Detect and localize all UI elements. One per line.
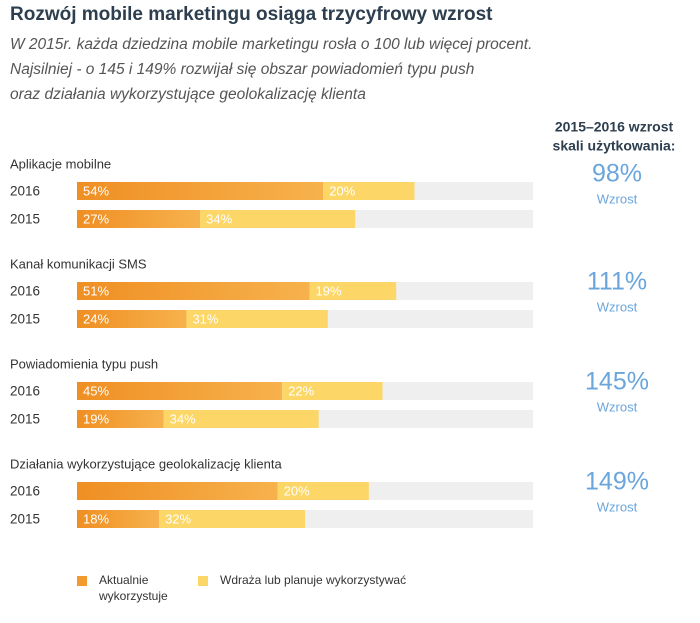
value-label: 27% [83, 211, 109, 226]
bar [309, 282, 397, 300]
value-label: 45% [83, 383, 109, 398]
subtitle: W 2015r. każda dziedzina mobile marketin… [10, 36, 532, 53]
growth-caption: Wzrost [597, 399, 638, 414]
value-label: 32% [165, 511, 191, 526]
value-label: 18% [83, 511, 109, 526]
row-label: 2016 [10, 384, 40, 399]
bar [77, 182, 324, 200]
subtitle: Najsilniej - o 145 i 149% rozwijał się o… [10, 61, 474, 78]
value-label: 24% [83, 311, 109, 326]
value-label: 34% [206, 211, 232, 226]
row-label: 2016 [10, 184, 40, 199]
bar [77, 410, 164, 428]
chart-title: Rozwój mobile marketingu osiąga trzycyfr… [10, 4, 493, 25]
legend-swatch [77, 576, 87, 586]
bar [77, 282, 310, 300]
bar [186, 310, 328, 328]
growth-caption: Wzrost [597, 499, 638, 514]
group-label: Kanał komunikacji SMS [10, 256, 147, 271]
bar [200, 210, 356, 228]
growth-value: 98% [592, 160, 642, 188]
growth-value: 149% [585, 468, 649, 496]
row-label: 2015 [10, 412, 40, 427]
bar [323, 182, 415, 200]
value-label: 31% [192, 311, 218, 326]
legend-label: Aktualnie wykorzystuje [99, 573, 168, 603]
value-label: 22% [288, 383, 314, 398]
growth-caption: Wzrost [597, 191, 638, 206]
bar [77, 382, 283, 400]
bar [77, 510, 160, 528]
bar [77, 210, 201, 228]
value-label: 51% [83, 283, 109, 298]
value-label: 19% [83, 411, 109, 426]
row-label: 2015 [10, 512, 40, 527]
side-header: 2015–2016 wzrost [555, 119, 674, 135]
side-header: skali użytkowania: [553, 138, 676, 154]
bar [277, 482, 369, 500]
growth-value: 111% [587, 268, 647, 296]
bar [77, 310, 187, 328]
bar [282, 382, 383, 400]
row-label: 2016 [10, 484, 40, 499]
bar [77, 482, 278, 500]
group-label: Aplikacje mobilne [10, 156, 111, 171]
bar [163, 410, 319, 428]
value-label: 20% [329, 183, 355, 198]
value-label: 54% [83, 183, 109, 198]
legend-swatch [198, 576, 208, 586]
bar [159, 510, 305, 528]
row-label: 2016 [10, 284, 40, 299]
growth-caption: Wzrost [597, 299, 638, 314]
growth-value: 145% [585, 368, 649, 396]
value-label: 20% [284, 483, 310, 498]
value-label: 19% [316, 283, 342, 298]
legend-label: Wdraża lub planuje wykorzystywać [220, 573, 407, 587]
row-label: 2015 [10, 312, 40, 327]
group-label: Powiadomienia typu push [10, 356, 158, 371]
value-label: 34% [170, 411, 196, 426]
subtitle: oraz działania wykorzystujące geolokaliz… [10, 86, 366, 103]
row-label: 2015 [10, 212, 40, 227]
group-label: Działania wykorzystujące geolokalizację … [10, 456, 282, 471]
